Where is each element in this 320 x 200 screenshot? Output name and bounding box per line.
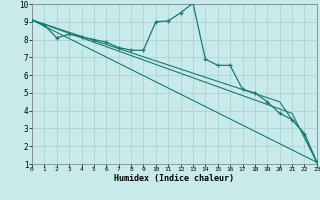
X-axis label: Humidex (Indice chaleur): Humidex (Indice chaleur): [115, 174, 234, 183]
